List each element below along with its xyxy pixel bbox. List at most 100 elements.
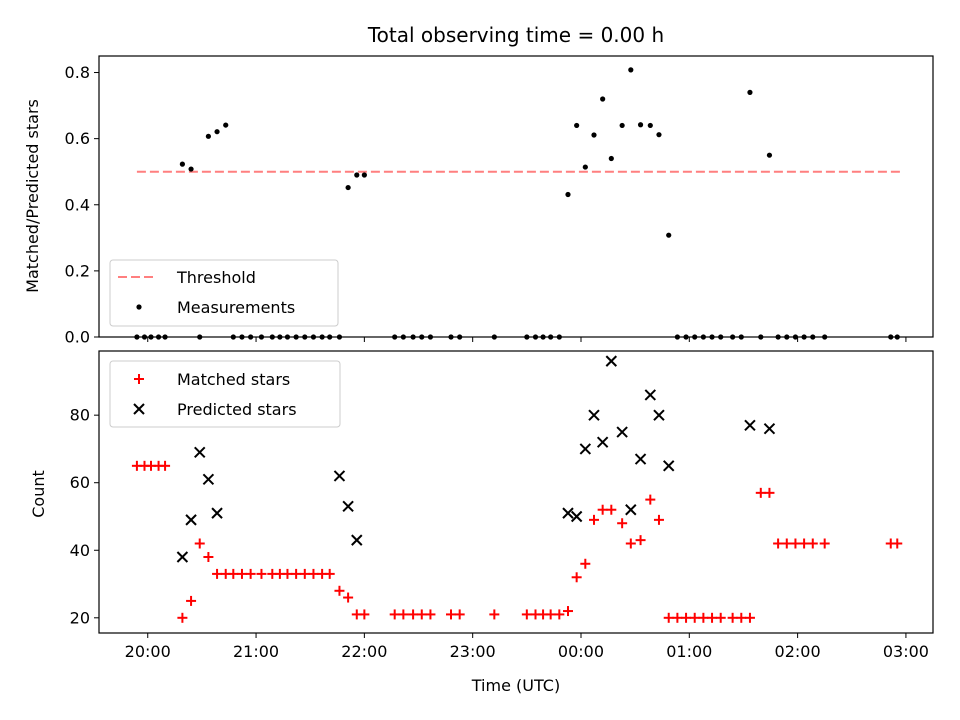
legend-matched-marker (134, 374, 144, 384)
matched-star-point (672, 612, 683, 623)
predicted-star-point (351, 534, 363, 546)
legend-predicted-marker (133, 403, 145, 415)
predicted-star-point (644, 389, 657, 401)
matched-star-point (554, 609, 565, 620)
matched-star-point (160, 460, 171, 471)
predicted-star-point (605, 355, 618, 367)
matched-star-point (781, 538, 792, 549)
matched-star-point (653, 514, 664, 525)
measurement-point (637, 122, 644, 128)
x-tick-label: 02:00 (775, 642, 821, 661)
measurement-point (582, 164, 588, 170)
matched-star-point (299, 568, 310, 579)
matched-star-point (744, 612, 755, 623)
matched-star-point (398, 609, 409, 620)
x-tick-label: 23:00 (450, 642, 496, 661)
predicted-star-point (185, 514, 197, 526)
legend-measurements-label: Measurements (177, 298, 295, 317)
top-y-tick-label: 0.0 (65, 328, 90, 347)
bottom-axes-frame (98, 350, 934, 634)
predicted-star-point (653, 409, 665, 421)
measurement-point (188, 166, 194, 172)
chart-title: Total observing time = 0.00 h (367, 23, 664, 47)
matched-star-point (715, 612, 726, 623)
top-y-tick-label: 0.4 (65, 195, 90, 214)
measurement-point (179, 161, 185, 167)
matched-star-point (256, 568, 267, 579)
predicted-star-point (579, 443, 592, 455)
top-y-tick-label: 0.6 (65, 129, 90, 148)
matched-star-point (228, 568, 239, 579)
matched-star-point (773, 538, 784, 549)
measurement-point (656, 132, 662, 138)
matched-star-point (635, 535, 646, 546)
matched-star-point (177, 612, 188, 623)
matched-star-point (625, 538, 636, 549)
measurement-point (600, 96, 606, 102)
matched-star-point (408, 609, 419, 620)
matched-star-point (416, 609, 427, 620)
matched-star-point (689, 612, 700, 623)
top-legend-box (109, 259, 339, 327)
matched-star-point (807, 538, 818, 549)
predicted-star-point (342, 500, 354, 513)
predicted-star-point (202, 473, 215, 486)
predicted-star-point (634, 453, 647, 465)
top-panel: 0.00.20.40.60.8 Matched/Predicted stars … (23, 55, 934, 347)
matched-star-point (736, 612, 747, 623)
predicted-star-point (744, 419, 756, 432)
x-tick-label: 03:00 (883, 642, 929, 661)
measurement-point (223, 122, 229, 128)
measurement-point (766, 152, 773, 158)
measurement-point (747, 89, 753, 95)
predicted-star-point (625, 504, 637, 516)
bottom-legend: Matched stars Predicted stars (109, 360, 341, 428)
measurement-point (608, 155, 614, 162)
matched-star-point (892, 538, 903, 549)
matched-star-point (186, 595, 197, 606)
bottom-y-tick-label: 60 (70, 473, 90, 492)
matched-star-point (446, 609, 457, 620)
x-tick-label: 22:00 (341, 642, 387, 661)
bottom-plot-area (131, 355, 903, 623)
predicted-star-point (176, 551, 189, 563)
bottom-x-axis: 20:00 21:00 22:00 23:00 00:00 01:00 02:00 03:00 (125, 633, 929, 661)
predicted-star-point (763, 422, 776, 435)
predicted-star-point (562, 507, 574, 519)
bottom-y-axis: 20 40 60 80 (70, 406, 99, 627)
predicted-star-point (588, 409, 600, 421)
bottom-panel: 20 40 60 80 20:00 21:00 22:00 23:00 00:00 01:00 0… (29, 350, 934, 695)
matched-star-point (282, 568, 293, 579)
bottom-y-tick-label: 80 (70, 406, 90, 425)
matched-star-point (588, 514, 599, 525)
x-tick-label: 01:00 (666, 642, 712, 661)
matched-star-point (334, 585, 345, 596)
top-legend: Threshold Measurements (109, 259, 339, 327)
x-axis-label: Time (UTC) (471, 676, 560, 695)
measurement-point (205, 133, 211, 139)
matched-star-point (194, 538, 205, 549)
matched-star-point (707, 612, 718, 623)
matched-star-point (245, 568, 256, 579)
top-y-axis: 0.0 0.2 0.4 0.6 0.8 (65, 63, 99, 347)
legend-predicted-label: Predicted stars (177, 400, 297, 419)
matched-star-point (663, 612, 674, 623)
matched-star-point (489, 609, 500, 620)
predicted-star-point (333, 470, 346, 482)
matched-star-point (764, 487, 775, 498)
measurement-point (647, 122, 653, 129)
matched-star-point (425, 609, 436, 620)
measurement-point (361, 172, 367, 178)
legend-measurements-marker (136, 304, 142, 310)
bottom-y-tick-label: 20 (70, 608, 90, 627)
measurement-point (591, 132, 597, 138)
matched-star-point (727, 612, 738, 623)
bottom-y-tick-label: 40 (70, 541, 90, 560)
predicted-star-point (596, 436, 609, 448)
matched-star-point (606, 504, 617, 515)
matched-star-point (389, 609, 400, 620)
matched-star-point (799, 538, 810, 549)
measurement-point (354, 172, 360, 178)
top-y-tick-label: 0.8 (65, 63, 90, 82)
